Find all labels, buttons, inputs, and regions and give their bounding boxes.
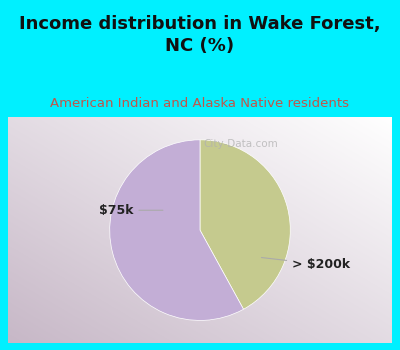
Text: American Indian and Alaska Native residents: American Indian and Alaska Native reside…: [50, 97, 350, 110]
Wedge shape: [110, 140, 244, 320]
Text: City-Data.com: City-Data.com: [203, 139, 278, 149]
Text: > $200k: > $200k: [262, 258, 350, 271]
Text: $75k: $75k: [99, 204, 163, 217]
Wedge shape: [200, 140, 290, 309]
Text: Income distribution in Wake Forest,
NC (%): Income distribution in Wake Forest, NC (…: [19, 15, 381, 55]
